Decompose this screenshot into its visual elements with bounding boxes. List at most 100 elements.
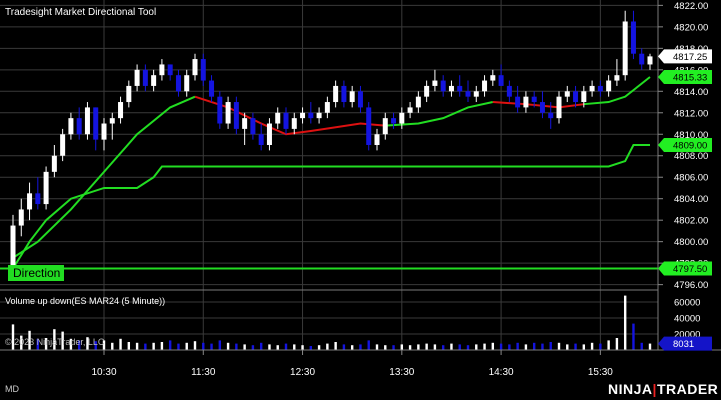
candle[interactable]: [564, 85, 570, 103]
volume-bar[interactable]: [226, 342, 230, 350]
candle[interactable]: [258, 123, 264, 151]
volume-bar[interactable]: [615, 338, 619, 350]
volume-bar[interactable]: [168, 340, 172, 350]
volume-bar[interactable]: [623, 295, 627, 350]
volume-bar[interactable]: [417, 344, 420, 350]
candle[interactable]: [606, 75, 612, 97]
volume-axis[interactable]: 20000 40000 60000: [674, 298, 700, 341]
candle[interactable]: [60, 128, 66, 162]
candle[interactable]: [597, 80, 603, 97]
volume-bar[interactable]: [177, 343, 180, 350]
candle[interactable]: [27, 182, 33, 221]
volume-bar[interactable]: [566, 344, 569, 350]
candle[interactable]: [424, 80, 430, 103]
candle[interactable]: [473, 85, 479, 103]
candle[interactable]: [482, 75, 488, 97]
volume-bars-layer[interactable]: [11, 295, 652, 350]
volume-bar[interactable]: [268, 344, 271, 350]
candle[interactable]: [68, 112, 74, 140]
candle[interactable]: [333, 80, 339, 108]
volume-bar[interactable]: [359, 344, 362, 350]
volume-bar[interactable]: [160, 342, 164, 350]
volume-bar[interactable]: [342, 344, 346, 350]
volume-bar[interactable]: [61, 331, 64, 350]
volume-bar[interactable]: [185, 342, 188, 350]
volume-bar[interactable]: [259, 342, 263, 350]
volume-bar[interactable]: [111, 342, 114, 350]
candle[interactable]: [84, 102, 90, 140]
candle[interactable]: [399, 107, 405, 129]
volume-bar[interactable]: [218, 340, 222, 350]
volume-bar[interactable]: [590, 342, 594, 350]
candle[interactable]: [308, 102, 314, 124]
candle[interactable]: [349, 85, 355, 108]
volume-bar[interactable]: [243, 344, 246, 350]
volume-bar[interactable]: [648, 343, 652, 350]
candle[interactable]: [382, 112, 388, 140]
candle[interactable]: [440, 75, 446, 97]
volume-bar[interactable]: [301, 345, 304, 350]
candle[interactable]: [391, 112, 397, 129]
volume-bar[interactable]: [582, 344, 586, 350]
candle[interactable]: [250, 112, 256, 140]
volume-bar[interactable]: [326, 343, 329, 350]
candle[interactable]: [93, 107, 99, 151]
candle[interactable]: [175, 69, 181, 97]
candle[interactable]: [573, 85, 579, 108]
candle[interactable]: [151, 69, 157, 92]
candle[interactable]: [242, 112, 248, 145]
candle[interactable]: [200, 53, 206, 86]
candle[interactable]: [300, 107, 306, 124]
volume-bar[interactable]: [127, 342, 131, 350]
volume-bar[interactable]: [483, 343, 486, 350]
candle[interactable]: [432, 69, 438, 92]
volume-bar[interactable]: [400, 344, 404, 350]
volume-bar[interactable]: [532, 342, 536, 350]
volume-bar[interactable]: [251, 345, 255, 350]
candle[interactable]: [209, 75, 215, 103]
volume-bar[interactable]: [392, 345, 395, 350]
candle[interactable]: [366, 102, 372, 151]
candle[interactable]: [324, 96, 330, 119]
candle[interactable]: [630, 10, 636, 60]
candle[interactable]: [167, 64, 173, 81]
volume-bar[interactable]: [28, 330, 31, 350]
volume-bar[interactable]: [466, 345, 470, 350]
volume-bar[interactable]: [367, 340, 370, 350]
candle[interactable]: [357, 85, 363, 113]
volume-bar[interactable]: [425, 343, 428, 350]
candle[interactable]: [581, 85, 587, 108]
volume-bar[interactable]: [36, 338, 40, 350]
volume-bar[interactable]: [557, 342, 561, 350]
candle[interactable]: [217, 91, 223, 129]
volume-bar[interactable]: [94, 341, 97, 350]
volume-bar[interactable]: [599, 343, 602, 350]
candle[interactable]: [415, 91, 421, 113]
candle[interactable]: [556, 91, 562, 124]
candle[interactable]: [506, 80, 512, 103]
volume-bar[interactable]: [458, 344, 461, 350]
volume-bar[interactable]: [276, 345, 279, 350]
time-axis[interactable]: 10:30 11:30 12:30 13:30 14:30 15:30: [91, 350, 613, 378]
volume-bar[interactable]: [640, 342, 643, 350]
candle[interactable]: [639, 48, 645, 70]
candle[interactable]: [266, 118, 272, 151]
candle[interactable]: [490, 69, 496, 86]
volume-bar[interactable]: [433, 344, 437, 350]
volume-bar[interactable]: [235, 343, 238, 350]
volume-bar[interactable]: [516, 342, 519, 350]
candles-layer[interactable]: [10, 10, 653, 280]
candle[interactable]: [457, 75, 463, 97]
candle[interactable]: [498, 64, 504, 86]
candle[interactable]: [35, 177, 41, 210]
candle[interactable]: [225, 96, 231, 129]
candle[interactable]: [118, 96, 124, 124]
candle[interactable]: [523, 91, 529, 113]
volume-bar[interactable]: [293, 344, 296, 350]
candle[interactable]: [192, 53, 198, 81]
candle[interactable]: [614, 59, 620, 86]
volume-bar[interactable]: [44, 338, 48, 350]
volume-bar[interactable]: [102, 340, 106, 350]
volume-bar[interactable]: [309, 346, 313, 350]
candle[interactable]: [126, 80, 132, 108]
